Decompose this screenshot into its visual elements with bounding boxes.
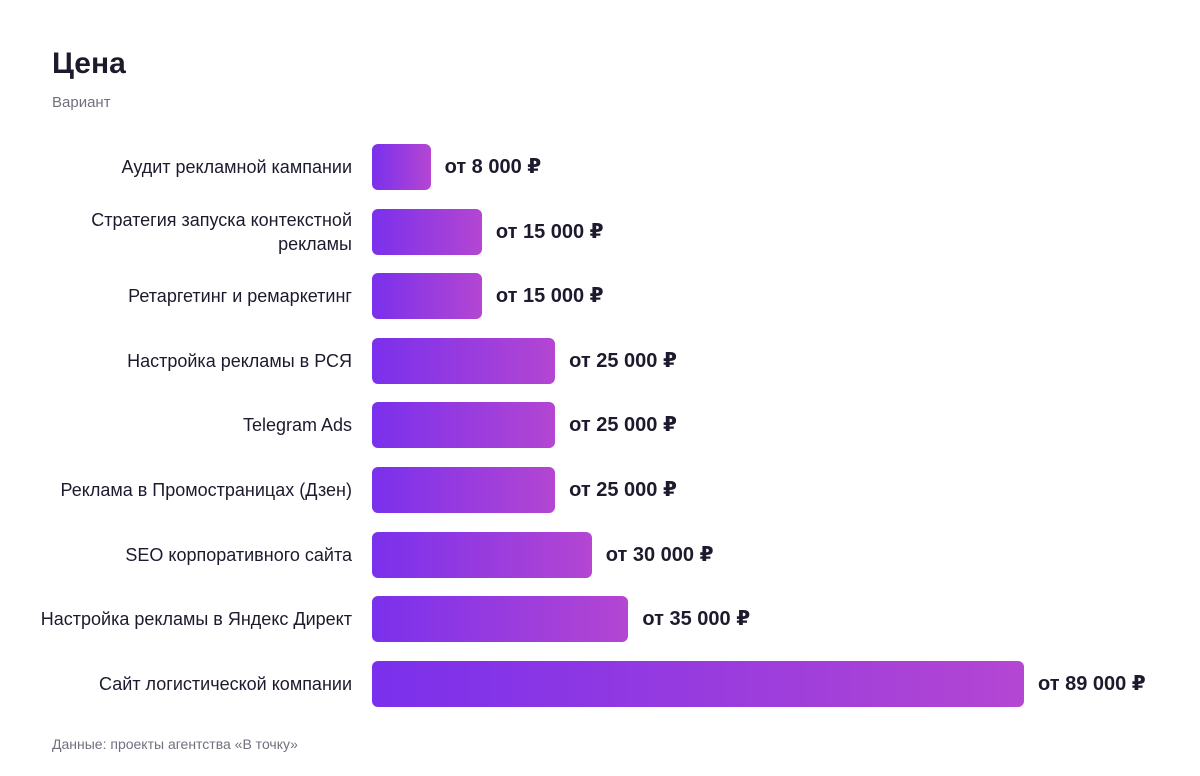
price-value-label: от 8 000 ₽ xyxy=(444,156,542,178)
price-bar xyxy=(372,467,556,513)
category-label: Стратегия запуска контекстной рекламы xyxy=(91,209,352,254)
price-value-label: от 15 000 ₽ xyxy=(495,285,604,308)
price-bar xyxy=(372,660,1024,707)
chart-title: Цена xyxy=(52,47,126,80)
category-label: Telegram Ads xyxy=(242,415,352,436)
category-label: SEO корпоративного сайта xyxy=(125,544,352,565)
price-bar xyxy=(372,208,482,255)
category-label: Реклама в Промостраницах (Дзен) xyxy=(60,480,352,500)
price-value-label: от 15 000 ₽ xyxy=(495,220,604,243)
chart-subtitle: Вариант xyxy=(52,94,111,111)
price-bar xyxy=(372,596,629,643)
price-value-label: от 25 000 ₽ xyxy=(569,414,677,437)
price-bar xyxy=(372,531,592,578)
category-label: Настройка рекламы в Яндекс Директ xyxy=(40,609,352,630)
category-label: Сайт логистической компании xyxy=(99,673,352,694)
category-label: Настройка рекламы в РСЯ xyxy=(127,350,352,371)
price-value-label: от 30 000 ₽ xyxy=(605,543,714,566)
price-value-label: от 25 000 ₽ xyxy=(569,349,677,372)
source-note: Данные: проекты агентства «В точку» xyxy=(52,736,298,752)
price-bar xyxy=(372,273,482,320)
category-label: Аудит рекламной кампании xyxy=(121,157,352,177)
price-value-label: от 89 000 ₽ xyxy=(1038,672,1146,695)
price-bar xyxy=(372,144,431,190)
category-label: Ретаргетинг и ремаркетинг xyxy=(128,286,352,307)
price-value-label: от 35 000 ₽ xyxy=(642,608,751,631)
price-bar xyxy=(372,337,556,384)
price-value-label: от 25 000 ₽ xyxy=(569,479,677,501)
price-bar xyxy=(372,402,556,449)
